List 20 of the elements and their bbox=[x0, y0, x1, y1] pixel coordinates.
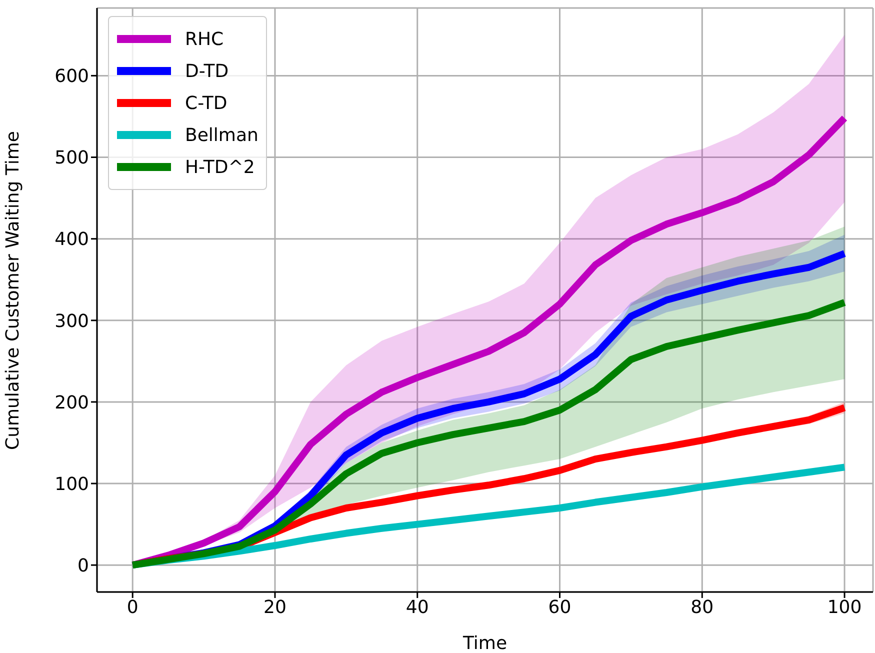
x-tick-label: 100 bbox=[827, 596, 862, 618]
legend-label: RHC bbox=[185, 28, 224, 50]
x-tick-label: 20 bbox=[264, 596, 286, 618]
legend-label: Bellman bbox=[185, 124, 258, 146]
x-axis-title: Time bbox=[462, 633, 508, 653]
legend-label: D-TD bbox=[185, 60, 229, 82]
y-tick-label: 400 bbox=[54, 229, 89, 250]
x-tick-label: 60 bbox=[548, 596, 572, 618]
x-tick-label: 80 bbox=[690, 596, 714, 618]
y-tick-label: 600 bbox=[54, 66, 89, 88]
legend-label: C-TD bbox=[185, 92, 228, 114]
y-tick-label: 0 bbox=[78, 555, 89, 576]
y-tick-label: 200 bbox=[54, 392, 89, 414]
y-tick-label: 300 bbox=[54, 310, 89, 332]
y-axis-title: Cumulative Customer Waiting Time bbox=[2, 131, 24, 450]
x-tick-label: 40 bbox=[406, 596, 429, 618]
legend-label: H-TD^2 bbox=[185, 156, 255, 178]
y-tick-label: 100 bbox=[54, 474, 89, 495]
y-tick-label: 500 bbox=[54, 148, 89, 169]
x-tick-label: 0 bbox=[126, 596, 138, 618]
